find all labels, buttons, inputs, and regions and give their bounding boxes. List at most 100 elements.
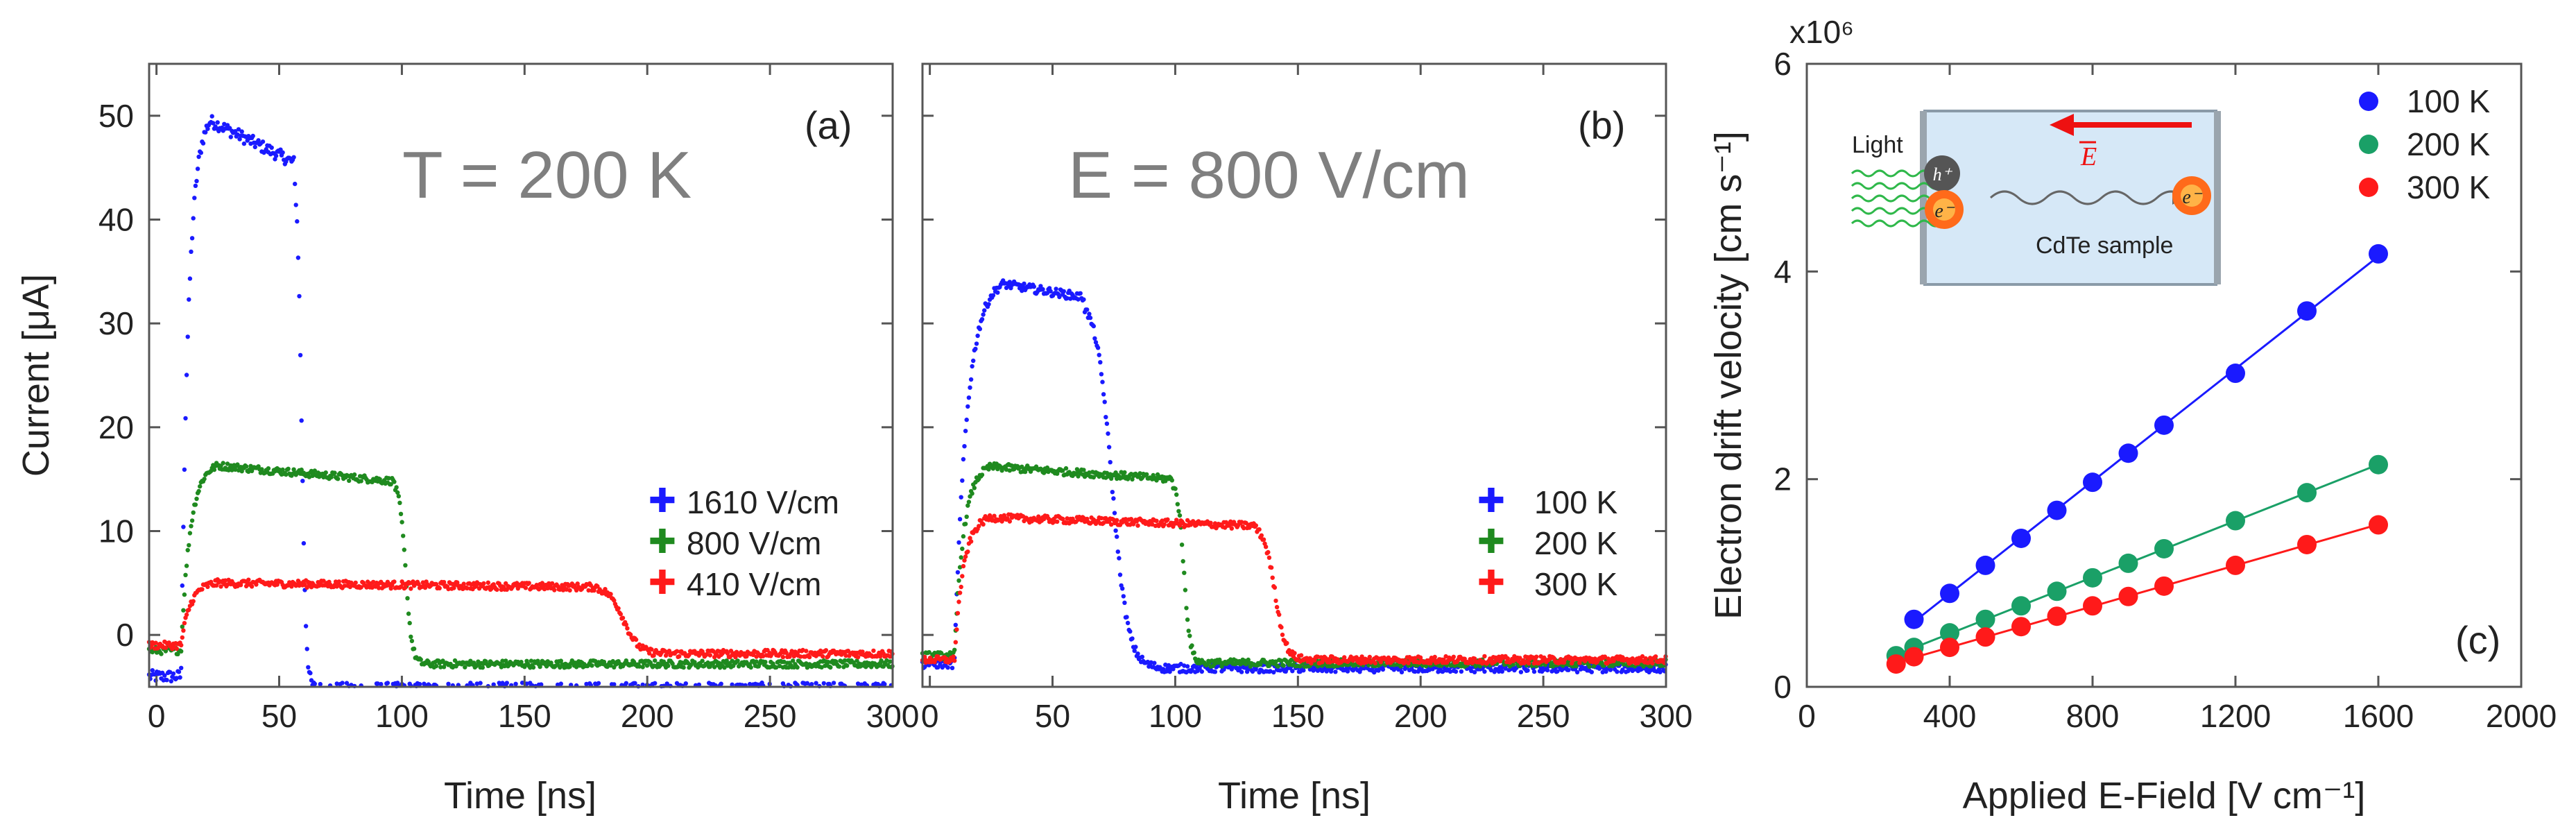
x-tick-label: 2000 xyxy=(2486,698,2557,734)
data-point xyxy=(640,665,645,669)
data-point xyxy=(956,599,961,604)
x-tick-label: 50 xyxy=(261,698,297,734)
data-point xyxy=(256,138,261,143)
data-point xyxy=(1266,663,1272,668)
data-point xyxy=(966,500,972,504)
data-point xyxy=(882,682,887,687)
panel-c-tag: (c) xyxy=(2455,618,2500,662)
data-point xyxy=(164,678,169,683)
data-point xyxy=(474,681,479,686)
data-point xyxy=(1137,471,1142,476)
data-point xyxy=(982,308,987,313)
data-point xyxy=(674,649,680,654)
data-point xyxy=(1160,518,1165,523)
data-point xyxy=(1229,526,1235,531)
data-point xyxy=(1108,460,1113,465)
data-point xyxy=(1054,287,1058,291)
panel-a-frame xyxy=(148,62,894,688)
inset-hole-label: h⁺ xyxy=(1933,164,1953,185)
data-point xyxy=(194,496,199,502)
data-point xyxy=(761,654,766,658)
data-point xyxy=(1263,545,1269,549)
x-tick-label: 200 xyxy=(1394,698,1448,734)
data-point xyxy=(1367,654,1373,660)
legend-item-100k-b: ✚ 100 K xyxy=(1477,483,1618,520)
data-point xyxy=(1280,632,1285,638)
data-point xyxy=(1063,466,1069,471)
data-point xyxy=(193,183,198,188)
data-point xyxy=(959,495,963,500)
data-point xyxy=(1104,415,1108,420)
data-point xyxy=(175,651,180,656)
data-point xyxy=(181,608,186,613)
data-point xyxy=(1101,392,1106,397)
data-point xyxy=(823,648,829,653)
data-point xyxy=(221,461,225,466)
data-point xyxy=(2226,364,2245,384)
data-point xyxy=(1123,517,1128,522)
data-point xyxy=(187,531,193,536)
data-point xyxy=(1165,517,1170,522)
data-point xyxy=(1451,654,1456,659)
inset-hole xyxy=(1924,155,1960,191)
inset-electron-right-glow xyxy=(2181,185,2203,207)
legend-item-200k-b: ✚ 200 K xyxy=(1477,524,1618,561)
data-point xyxy=(637,642,642,647)
data-point xyxy=(2083,472,2102,493)
data-point xyxy=(371,579,376,585)
data-point xyxy=(241,141,247,146)
data-point xyxy=(446,681,451,686)
data-point xyxy=(1518,669,1524,674)
data-point xyxy=(843,653,848,658)
data-point xyxy=(696,665,701,669)
data-point xyxy=(2226,511,2245,531)
data-point xyxy=(968,539,974,544)
data-point xyxy=(1178,661,1183,667)
data-point xyxy=(273,153,279,158)
data-point xyxy=(377,586,381,590)
data-point xyxy=(1212,669,1218,674)
panel-a-ticks: 0 50 100 150 200 250 300 0 10 20 30 40 50 xyxy=(98,64,919,734)
data-point xyxy=(1242,526,1246,531)
data-point xyxy=(2118,553,2138,573)
data-point xyxy=(1423,664,1429,669)
data-point xyxy=(624,681,628,685)
data-point xyxy=(178,675,182,680)
data-point xyxy=(992,513,997,518)
data-point xyxy=(965,404,970,409)
data-point xyxy=(683,681,688,686)
data-point xyxy=(323,470,328,475)
y-tick-label: 40 xyxy=(98,202,134,238)
data-point xyxy=(965,503,970,508)
data-point xyxy=(1406,660,1411,665)
data-point xyxy=(1120,586,1125,591)
data-point xyxy=(193,502,198,507)
data-point xyxy=(1534,654,1539,659)
data-point xyxy=(1140,654,1145,659)
data-point xyxy=(1048,289,1053,293)
data-point xyxy=(1152,660,1157,665)
data-point xyxy=(927,650,931,655)
data-point xyxy=(1298,669,1303,674)
data-point xyxy=(379,681,384,687)
data-point xyxy=(1459,664,1464,669)
data-point xyxy=(1162,522,1167,527)
data-point xyxy=(965,549,970,554)
data-point xyxy=(633,637,639,642)
inset-light-label: Light xyxy=(1852,132,1903,158)
data-point xyxy=(1290,669,1295,674)
data-point xyxy=(1266,549,1271,555)
data-point xyxy=(1281,663,1286,668)
data-point xyxy=(298,352,303,358)
data-point xyxy=(437,586,442,590)
data-point xyxy=(1007,519,1013,524)
data-point xyxy=(1091,475,1097,480)
data-point xyxy=(1171,524,1176,529)
data-point xyxy=(2011,596,2031,616)
y-tick-label: 6 xyxy=(1774,46,1792,82)
data-point xyxy=(955,611,961,615)
data-point xyxy=(1093,340,1099,345)
data-point xyxy=(1124,615,1129,620)
data-point xyxy=(1511,662,1515,667)
legend-item-1610: ✚ 1610 V/cm xyxy=(649,483,839,520)
